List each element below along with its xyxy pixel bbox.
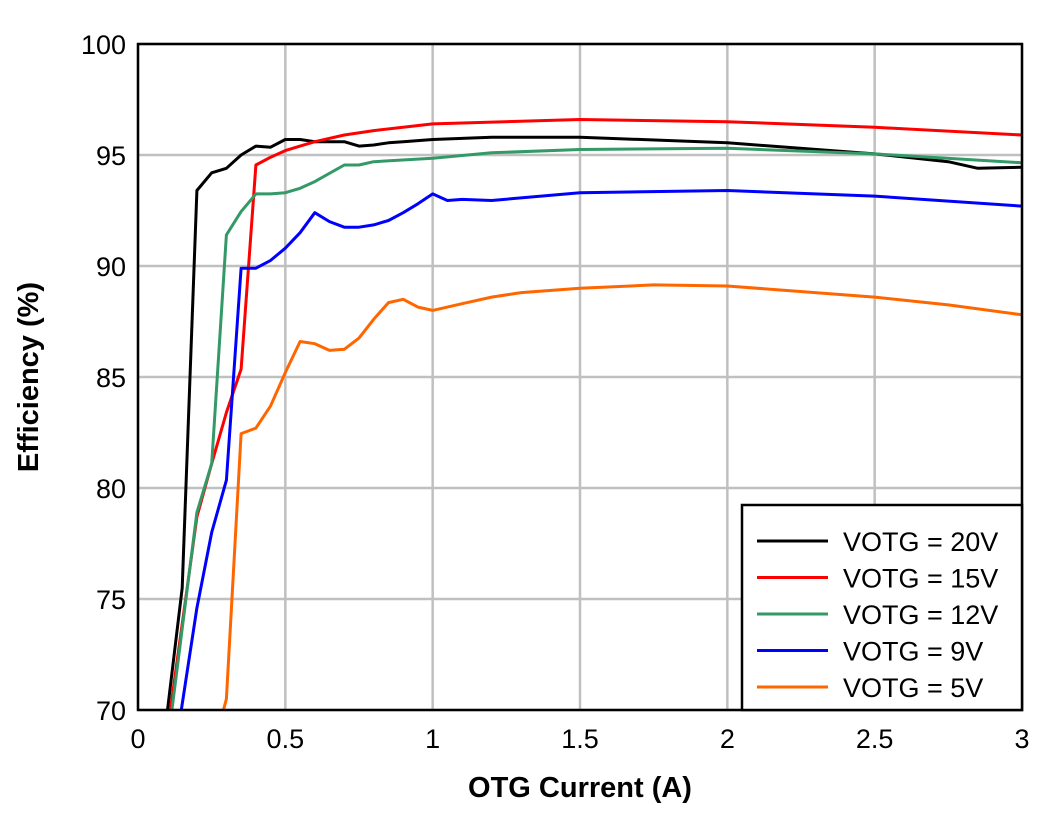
y-tick-label: 95 [96, 141, 126, 171]
x-tick-label: 1 [425, 724, 440, 754]
legend-label: VOTG = 12V [843, 600, 998, 630]
y-tick-label: 80 [96, 474, 126, 504]
legend-label: VOTG = 20V [843, 527, 998, 557]
x-tick-label: 1.5 [561, 724, 599, 754]
plot-frame [136, 42, 1024, 712]
legend-label: VOTG = 15V [843, 564, 998, 594]
x-tick-label: 2 [720, 724, 735, 754]
y-tick-label: 85 [96, 363, 126, 393]
legend-box [740, 503, 1024, 712]
series-line [170, 146, 1022, 710]
legend-label: VOTG = 9V [843, 637, 983, 667]
legend: VOTG = 20V VOTG = 15V VOTG = 12V VOTG = 9V V… [740, 503, 1024, 712]
series-line [168, 118, 1022, 710]
tick-labels: 0 0.5 1 1.5 2 2.5 3 70 75 80 85 90 95 100 [81, 30, 1030, 754]
x-tick-label: 0 [130, 724, 145, 754]
series-line [166, 135, 1022, 710]
y-tick-label: 70 [96, 696, 126, 726]
y-tick-label: 75 [96, 585, 126, 615]
series-line [179, 189, 1022, 710]
x-tick-label: 2.5 [856, 724, 894, 754]
legend-label: VOTG = 5V [843, 673, 983, 703]
x-tick-label: 0.5 [267, 724, 305, 754]
x-tick-label: 3 [1014, 724, 1029, 754]
series-lines [166, 118, 1022, 710]
y-tick-label: 90 [96, 252, 126, 282]
y-tick-label: 100 [81, 30, 126, 60]
y-axis-title: Efficiency (%) [13, 282, 45, 472]
x-axis-title: OTG Current (A) [468, 772, 692, 804]
series-line [222, 283, 1022, 710]
